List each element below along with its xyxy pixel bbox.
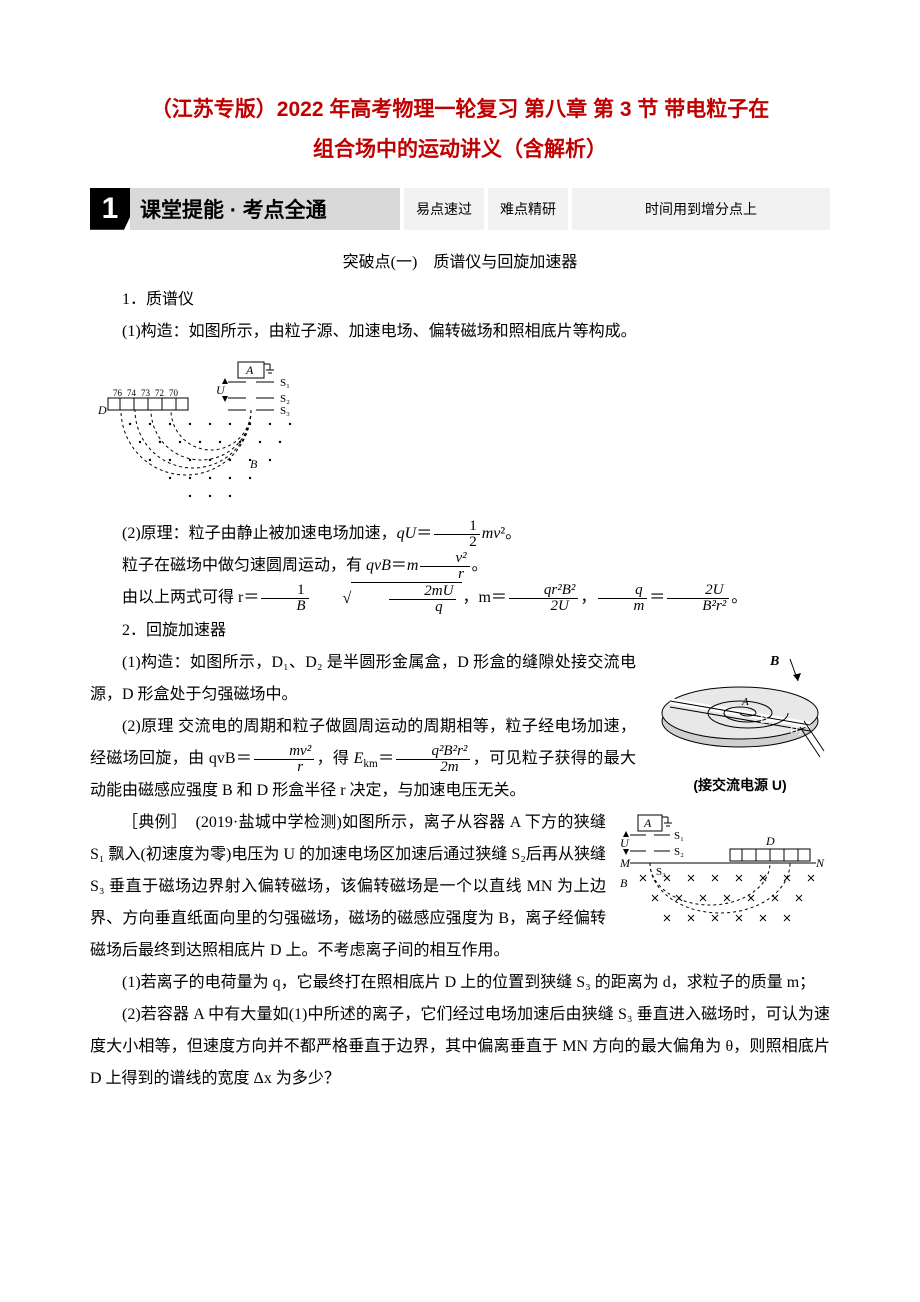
fig3-label-S2: S₂ <box>674 846 684 858</box>
banner-cell-2: 难点精研 <box>488 188 568 230</box>
fig3-label-S1: S₁ <box>674 830 684 842</box>
fig1-label-S3: S₃ <box>280 405 290 417</box>
fig1-tick-72: 72 <box>155 388 164 398</box>
frac-half: 12 <box>434 519 480 550</box>
title-line-2: 组合场中的运动讲义（含解析） <box>313 138 607 161</box>
banner-main-label: 课堂提能 · 考点全通 <box>130 188 400 230</box>
fig1-tick-70: 70 <box>169 388 179 398</box>
title-line-1: （江苏专版）2022 年高考物理一轮复习 第八章 第 3 节 带电粒子在 <box>151 98 769 121</box>
frac-m: qr²B²2U <box>509 583 579 614</box>
para-1b-prefix: (2)原理：粒子由静止被加速电场加速， <box>122 525 397 542</box>
fig1-tick-76: 76 <box>113 388 123 398</box>
page-title: （江苏专版）2022 年高考物理一轮复习 第八章 第 3 节 带电粒子在 组合场… <box>90 90 830 170</box>
figure-mass-spectrometer: A U S₁ S₂ S₃ 76 74 73 72 70 D <box>90 358 830 508</box>
eq-qU: qU <box>397 525 417 542</box>
fig2-label-A: A <box>741 696 749 708</box>
figure-cyclotron: B A D₁ D₂ (接交流电源 U) <box>650 651 830 795</box>
sqrt-2mUq: √2mUq <box>311 582 463 615</box>
para-2: 2．回旋加速器 <box>90 615 830 647</box>
frac-2UB2r2: 2UB²r² <box>667 583 729 614</box>
banner-cell-1: 易点速过 <box>404 188 484 230</box>
fig1-label-U: U <box>216 383 226 397</box>
frac-v2r: v²r <box>420 551 469 582</box>
para-1c: 粒子在磁场中做匀速圆周运动，有 qvB＝mv²r。 <box>90 550 830 582</box>
para-1: 1．质谱仪 <box>90 284 830 316</box>
fig1-tick-73: 73 <box>141 388 151 398</box>
fig3-label-D: D <box>765 834 775 848</box>
eq-qvB: qvB <box>366 557 391 574</box>
para-1a: (1)构造：如图所示，由粒子源、加速电场、偏转磁场和照相底片等构成。 <box>90 316 830 348</box>
fig1-label-S1: S₁ <box>280 377 290 389</box>
fig3-label-U: U <box>620 836 630 850</box>
fig2-label-B: B <box>769 654 779 669</box>
frac-qm: qm <box>598 583 647 614</box>
section-heading: 突破点(一) 质谱仪与回旋加速器 <box>90 248 830 272</box>
frac-Ekm: q²B²r²2m <box>396 744 470 775</box>
frac-1B: 1B <box>261 583 308 614</box>
fig3-label-A: A <box>643 816 652 830</box>
fig3-label-B: B <box>620 876 628 890</box>
banner-cell-3: 时间用到增分点上 <box>572 188 830 230</box>
para-1d-prefix: 由以上两式可得 r＝ <box>122 589 259 606</box>
para-1d: 由以上两式可得 r＝1B√2mUq，m＝qr²B²2U，qm＝2UB²r²。 <box>90 582 830 615</box>
figure-example: A U S₁ S₂ S₃ M D N <box>620 811 830 941</box>
para-1c-prefix: 粒子在磁场中做匀速圆周运动，有 <box>122 557 366 574</box>
fig3-label-N: N <box>815 856 825 870</box>
fig2-caption: (接交流电源 U) <box>650 775 830 795</box>
banner-number: 1 <box>90 188 130 230</box>
fig1-label-B: B <box>250 457 258 471</box>
fig2-label-D1: D₁ <box>760 714 772 726</box>
eq-mv2: mv <box>482 525 501 542</box>
fig2-label-D2: D₂ <box>790 724 802 736</box>
frac-mv2r: mv²r <box>254 744 314 775</box>
fig1-label-S2: S₂ <box>280 393 290 405</box>
question-1: (1)若离子的电荷量为 q，它最终打在照相底片 D 上的位置到狭缝 S₃ 的距离… <box>90 967 830 999</box>
question-2: (2)若容器 A 中有大量如(1)中所述的离子，它们经过电场加速后由狭缝 S₃ … <box>90 999 830 1095</box>
fig3-label-M: M <box>620 856 631 870</box>
fig1-label-D: D <box>97 403 107 417</box>
section-banner: 1 课堂提能 · 考点全通 易点速过 难点精研 时间用到增分点上 <box>90 188 830 230</box>
fig1-tick-74: 74 <box>127 388 137 398</box>
para-1b: (2)原理：粒子由静止被加速电场加速，qU＝12mv²。 <box>90 518 830 550</box>
fig1-label-A: A <box>245 363 254 377</box>
